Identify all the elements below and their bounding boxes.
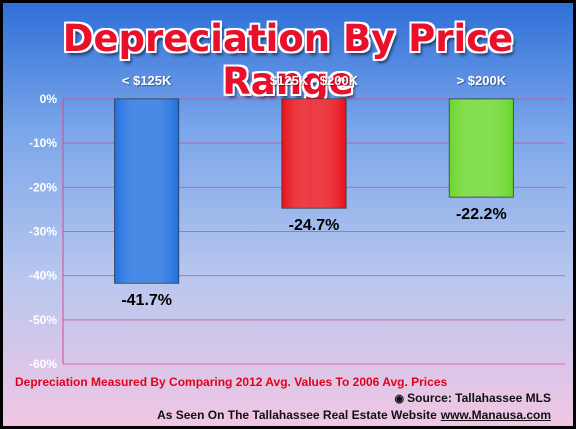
y-tick-label: -30% <box>29 225 57 239</box>
data-label: -22.2% <box>456 206 507 223</box>
website-link[interactable]: www.Manausa.com <box>440 408 551 422</box>
key-icon: ◉ <box>394 393 405 405</box>
source-text: Source: Tallahassee MLS <box>407 391 551 405</box>
chart-source: ◉ Source: Tallahassee MLS <box>395 391 551 405</box>
bar-over-200k-shine <box>449 99 514 198</box>
bar-under-125k-shine <box>114 99 179 284</box>
category-label-over-200k: > $200K <box>456 73 507 88</box>
credit-text: As Seen On The Tallahassee Real Estate W… <box>157 408 437 422</box>
y-tick-label: -10% <box>29 136 57 150</box>
y-tick-label: -40% <box>29 269 57 283</box>
chart-note: Depreciation Measured By Comparing 2012 … <box>15 375 448 389</box>
data-label: -24.7% <box>289 217 340 234</box>
y-tick-label: 0% <box>40 92 58 106</box>
chart-frame: Depreciation By Price Range < $125K $125… <box>3 3 573 426</box>
data-label: -41.7% <box>121 292 172 309</box>
y-tick-label: -20% <box>29 180 57 194</box>
category-label-125k-200k: $125K - $200K <box>269 73 359 88</box>
chart-title: Depreciation By Price Range <box>62 17 514 103</box>
bar-125k-200k-shine <box>282 99 346 209</box>
y-tick-label: -50% <box>29 313 57 327</box>
chart-credit: As Seen On The Tallahassee Real Estate W… <box>157 408 551 422</box>
category-label-under-125k: < $125K <box>121 73 172 88</box>
y-tick-label: -60% <box>29 357 57 371</box>
chart-plot: 0% -10% -20% -30% -40% -50% -60% -41.7% -24.7% -2… <box>29 92 565 371</box>
